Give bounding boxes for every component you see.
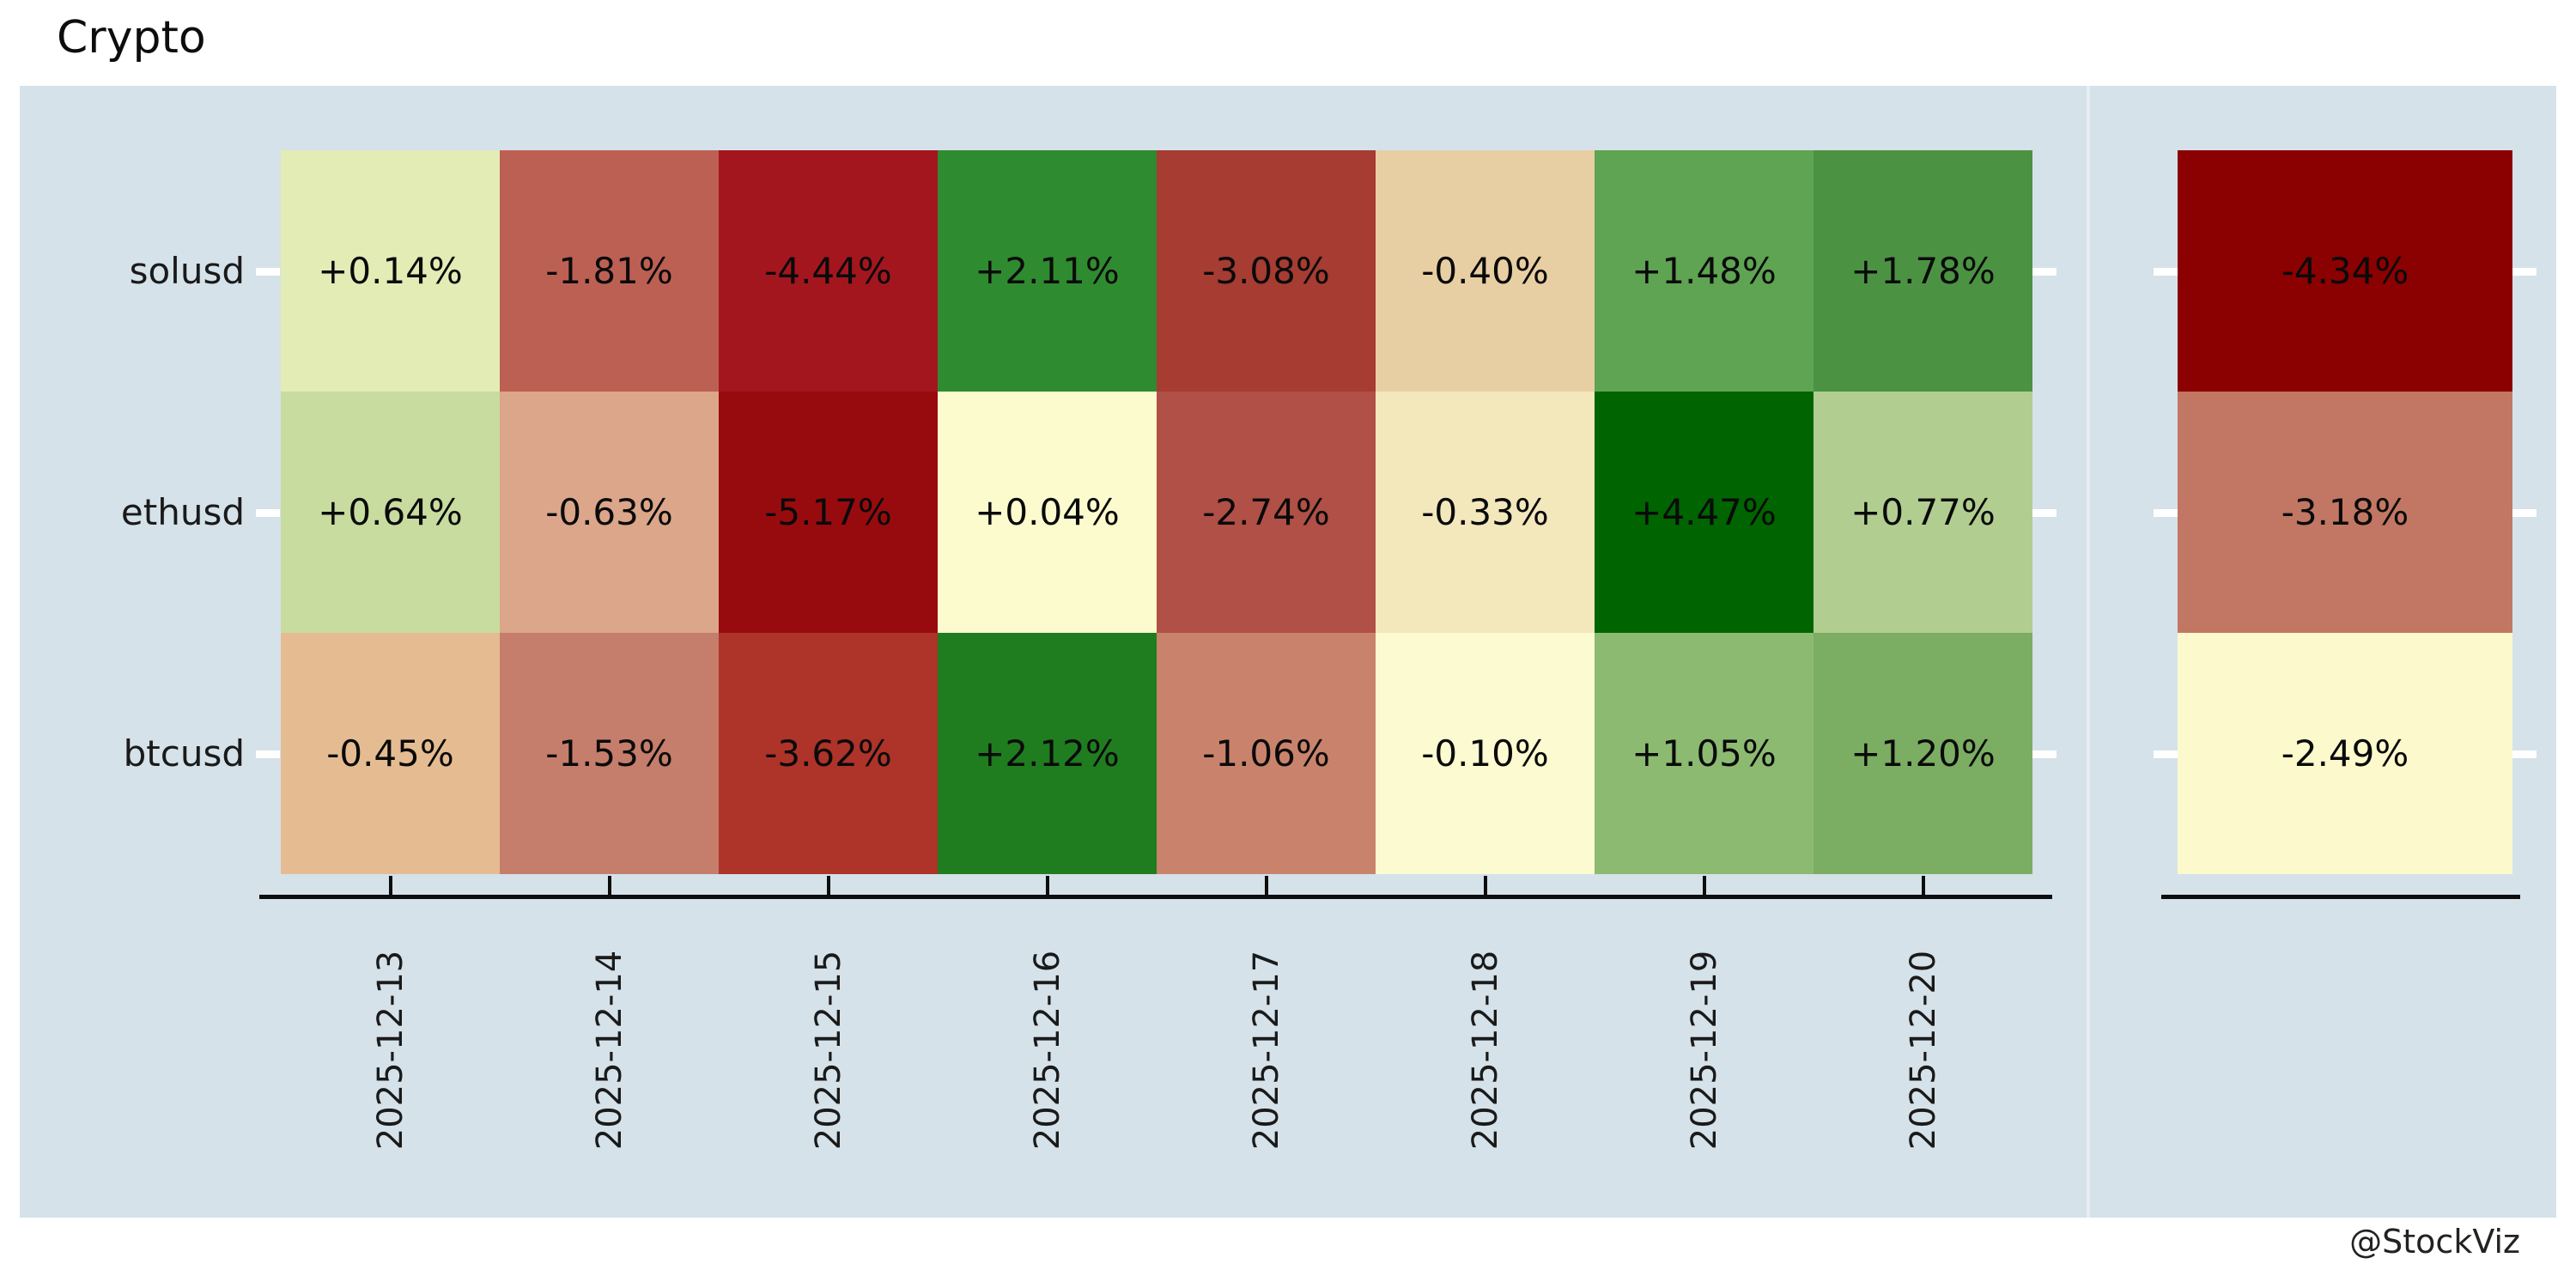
x-axis-label: 2025-12-18 <box>1465 950 1505 1151</box>
x-axis-label: 2025-12-19 <box>1684 950 1724 1151</box>
heatmap-cell: -3.62% <box>719 633 938 874</box>
x-axis-tick <box>826 876 830 898</box>
x-axis-tick <box>1921 876 1925 898</box>
row-tick-marker <box>256 267 280 276</box>
row-tick-marker <box>2032 750 2057 758</box>
heatmap-cell: -4.44% <box>719 150 938 392</box>
row-tick-marker <box>256 508 280 517</box>
x-axis-tick <box>388 876 392 898</box>
heatmap-cell: -3.08% <box>1157 150 1376 392</box>
heatmap-cell: -0.45% <box>281 633 500 874</box>
chart-title: Crypto <box>57 12 206 64</box>
heatmap-cell: +1.05% <box>1595 633 1814 874</box>
x-axis-tick <box>1045 876 1049 898</box>
row-tick-marker <box>2154 508 2178 517</box>
heatmap-cell: +1.20% <box>1814 633 2032 874</box>
watermark: @StockViz <box>2349 1223 2520 1261</box>
row-tick-marker <box>2154 267 2178 276</box>
heatmap-cell: +2.11% <box>938 150 1157 392</box>
heatmap-cell: -2.74% <box>1157 392 1376 633</box>
x-axis-tick <box>1702 876 1706 898</box>
y-axis-label: btcusd <box>123 732 245 775</box>
heatmap-cell: +1.48% <box>1595 150 1814 392</box>
heatmap-cell: -1.53% <box>500 633 719 874</box>
x-axis-label: 2025-12-13 <box>370 950 410 1151</box>
x-axis-line-summary <box>2161 895 2520 899</box>
facet-divider <box>2087 86 2090 1218</box>
x-axis-label: 2025-12-16 <box>1027 950 1067 1151</box>
heatmap-cell: +4.47% <box>1595 392 1814 633</box>
y-axis-label: solusd <box>129 249 245 292</box>
heatmap-cell: -0.40% <box>1376 150 1595 392</box>
heatmap-cell: +0.64% <box>281 392 500 633</box>
y-axis-label: ethusd <box>120 490 245 533</box>
heatmap-cell: +2.12% <box>938 633 1157 874</box>
x-axis-label: 2025-12-15 <box>808 950 848 1151</box>
heatmap-cell: +0.04% <box>938 392 1157 633</box>
heatmap-cell: +0.77% <box>1814 392 2032 633</box>
x-axis-tick <box>1483 876 1487 898</box>
x-axis-label: 2025-12-20 <box>1903 950 1943 1151</box>
x-axis-tick <box>607 876 611 898</box>
heatmap-cell: -0.33% <box>1376 392 1595 633</box>
x-axis-label: 2025-12-17 <box>1246 950 1286 1151</box>
x-axis-line-main <box>259 895 2052 899</box>
row-tick-marker <box>2154 750 2178 758</box>
summary-cell: -2.49% <box>2178 633 2512 874</box>
heatmap-cell: +0.14% <box>281 150 500 392</box>
summary-cell: -3.18% <box>2178 392 2512 633</box>
row-tick-marker <box>2032 267 2057 276</box>
row-tick-marker <box>256 750 280 758</box>
heatmap-cell: -1.06% <box>1157 633 1376 874</box>
row-tick-marker <box>2512 750 2537 758</box>
row-tick-marker <box>2512 267 2537 276</box>
heatmap-cell: -5.17% <box>719 392 938 633</box>
summary-cell: -4.34% <box>2178 150 2512 392</box>
heatmap-cell: -0.10% <box>1376 633 1595 874</box>
x-axis-label: 2025-12-14 <box>589 950 629 1151</box>
row-tick-marker <box>2512 508 2537 517</box>
x-axis-tick <box>1264 876 1268 898</box>
heatmap-cell: +1.78% <box>1814 150 2032 392</box>
row-tick-marker <box>2032 508 2057 517</box>
heatmap-cell: -0.63% <box>500 392 719 633</box>
heatmap-cell: -1.81% <box>500 150 719 392</box>
